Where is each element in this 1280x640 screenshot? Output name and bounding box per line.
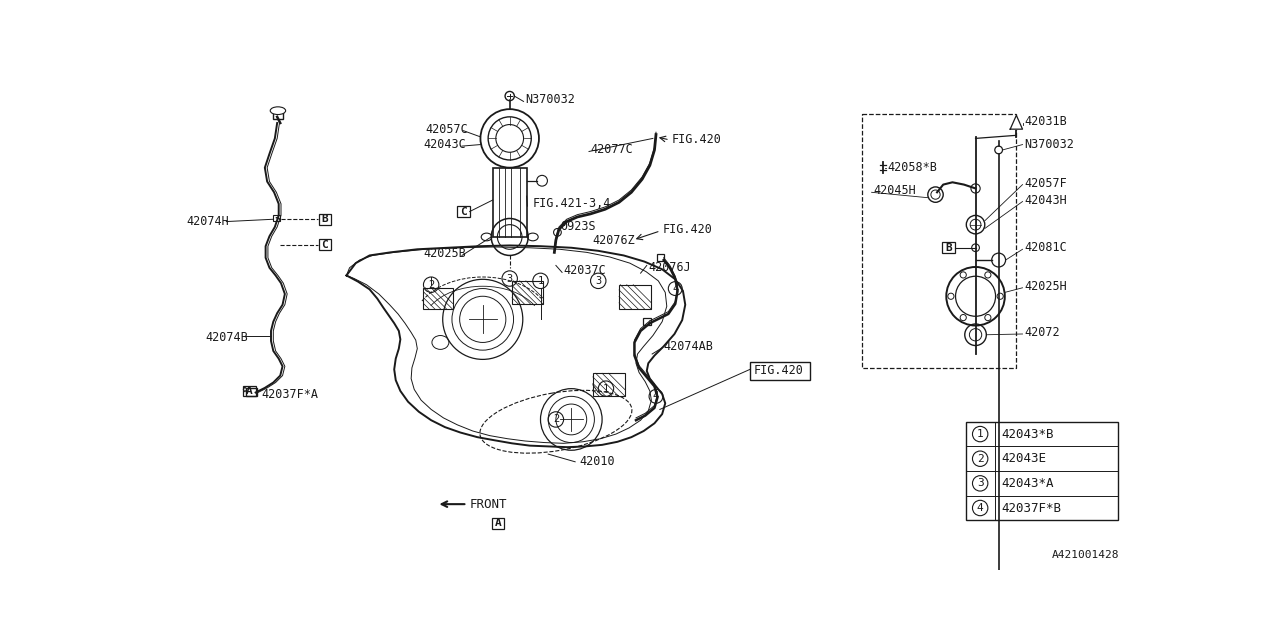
Text: 42031B: 42031B (1024, 115, 1066, 128)
Text: 4: 4 (672, 284, 678, 294)
Text: A: A (246, 386, 253, 396)
Text: 42074H: 42074H (187, 215, 229, 228)
Ellipse shape (270, 107, 285, 115)
Text: B: B (945, 243, 952, 253)
Text: FRONT: FRONT (470, 498, 507, 511)
Text: 42010: 42010 (579, 455, 614, 468)
Text: 42076J: 42076J (648, 261, 691, 275)
Circle shape (972, 184, 980, 193)
Text: 1: 1 (977, 429, 983, 439)
Text: 1: 1 (538, 276, 544, 286)
Text: 42043*A: 42043*A (1001, 477, 1053, 490)
Circle shape (995, 146, 1002, 154)
Text: 42037F*A: 42037F*A (262, 388, 319, 401)
Text: 42057F: 42057F (1024, 177, 1066, 189)
Text: 42057C: 42057C (425, 123, 467, 136)
Text: 42077C: 42077C (590, 143, 634, 156)
Text: 42037C: 42037C (563, 264, 607, 277)
Polygon shape (1010, 115, 1023, 129)
Text: A421001428: A421001428 (1052, 550, 1120, 561)
Text: 1: 1 (603, 383, 609, 394)
Text: FIG.420: FIG.420 (754, 364, 804, 378)
Text: 42058*B: 42058*B (887, 161, 937, 174)
Bar (274, 112, 283, 119)
Circle shape (553, 228, 562, 236)
Text: N370032: N370032 (525, 93, 575, 106)
Text: FIG.420: FIG.420 (662, 223, 712, 236)
Text: 2: 2 (428, 280, 434, 290)
Bar (319, 239, 332, 250)
Bar (657, 254, 664, 261)
Text: N370032: N370032 (1024, 138, 1074, 151)
Text: 42043*B: 42043*B (1001, 428, 1053, 440)
Text: 2: 2 (977, 454, 983, 464)
Bar (965, 422, 1117, 520)
Bar (643, 318, 650, 325)
Text: 4: 4 (977, 503, 983, 513)
Text: C: C (460, 207, 467, 216)
Bar (424, 288, 453, 309)
Bar (243, 385, 256, 396)
Text: 42043H: 42043H (1024, 193, 1066, 207)
Circle shape (506, 92, 515, 100)
Text: 3: 3 (507, 273, 513, 284)
Bar (750, 362, 810, 380)
Bar (492, 518, 504, 529)
Text: C: C (321, 239, 328, 250)
Bar (942, 243, 955, 253)
Bar (457, 206, 470, 217)
Bar (593, 373, 625, 396)
Circle shape (992, 253, 1006, 267)
Text: 42081C: 42081C (1024, 241, 1066, 254)
Bar (493, 168, 526, 237)
Text: 3: 3 (595, 276, 602, 286)
Text: 42043E: 42043E (1001, 452, 1046, 465)
Text: 42043C: 42043C (424, 138, 466, 151)
Text: 3: 3 (977, 478, 983, 488)
Text: B: B (321, 214, 328, 224)
Text: 42076Z: 42076Z (593, 234, 636, 247)
Text: 0923S: 0923S (561, 220, 596, 234)
Text: FIG.421-3,4: FIG.421-3,4 (532, 197, 611, 211)
Text: 42025H: 42025H (1024, 280, 1066, 292)
Text: 4: 4 (653, 391, 659, 401)
Circle shape (536, 175, 548, 186)
Text: 42074B: 42074B (206, 330, 248, 344)
Bar (512, 281, 543, 304)
Bar (319, 214, 332, 225)
Circle shape (972, 244, 979, 252)
Text: 42074AB: 42074AB (664, 340, 713, 353)
Text: 2: 2 (553, 415, 559, 424)
Text: 42072: 42072 (1024, 326, 1060, 339)
Text: 42037F*B: 42037F*B (1001, 502, 1061, 515)
Text: 42025B: 42025B (424, 248, 466, 260)
Text: FIG.420: FIG.420 (672, 133, 721, 147)
Bar (246, 388, 257, 396)
Bar (863, 114, 1016, 368)
Text: 42045H: 42045H (873, 184, 916, 197)
Bar (620, 285, 652, 309)
Bar (274, 214, 280, 221)
Text: A: A (495, 518, 502, 529)
